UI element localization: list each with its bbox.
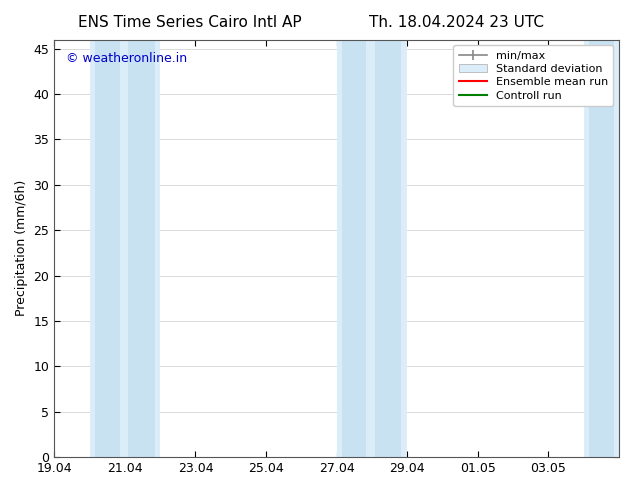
Text: © weatheronline.in: © weatheronline.in	[65, 52, 186, 65]
Bar	[95, 40, 120, 457]
Bar	[589, 40, 614, 457]
Bar	[375, 40, 401, 457]
Text: Th. 18.04.2024 23 UTC: Th. 18.04.2024 23 UTC	[369, 15, 544, 30]
Bar	[337, 40, 371, 457]
Y-axis label: Precipitation (mm/6h): Precipitation (mm/6h)	[15, 180, 28, 317]
Bar	[89, 40, 124, 457]
Text: ENS Time Series Cairo Intl AP: ENS Time Series Cairo Intl AP	[79, 15, 302, 30]
Legend: min/max, Standard deviation, Ensemble mean run, Controll run: min/max, Standard deviation, Ensemble me…	[453, 45, 614, 106]
Bar	[371, 40, 407, 457]
Bar	[124, 40, 160, 457]
Bar	[584, 40, 619, 457]
Bar	[342, 40, 366, 457]
Bar	[129, 40, 155, 457]
